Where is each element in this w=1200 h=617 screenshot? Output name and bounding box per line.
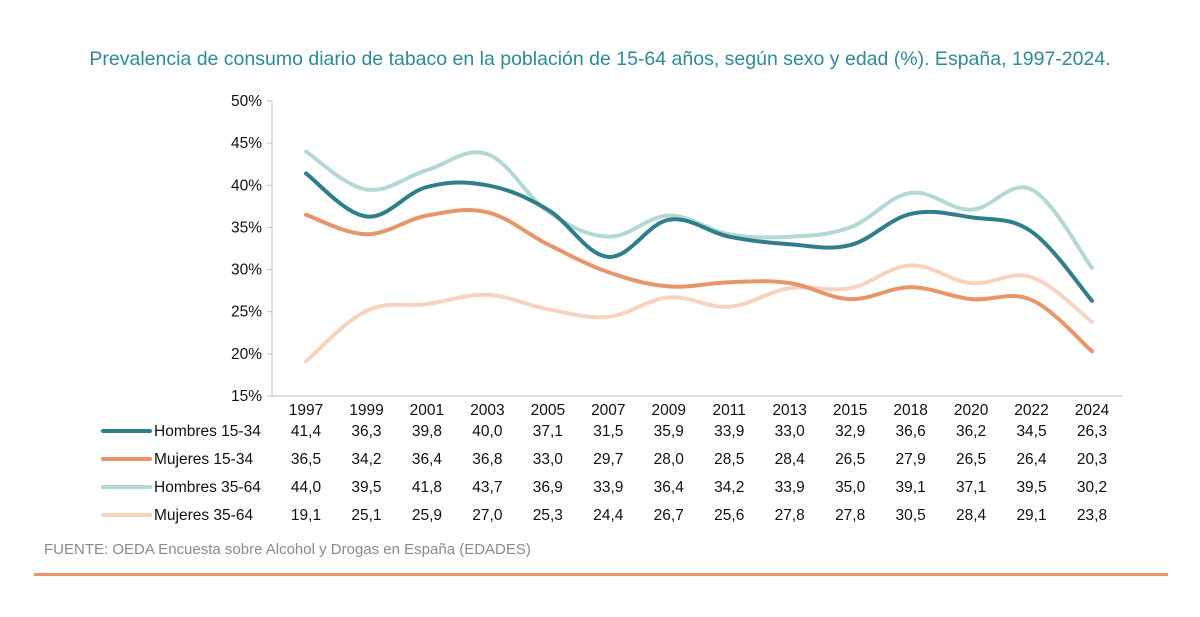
data-cell: 34,5	[1016, 423, 1046, 440]
data-cell: 28,0	[654, 451, 685, 468]
footer-divider	[34, 573, 1168, 576]
data-cell: 33,0	[775, 423, 806, 440]
x-tick-label: 2003	[470, 402, 504, 419]
y-tick-label: 30%	[231, 262, 262, 279]
x-tick-label: 2001	[410, 402, 444, 419]
data-table: Hombres 15-34 41,4 36,3 39,8 40,0 37,1 31,5 35,…	[101, 423, 1107, 524]
data-cell: 26,7	[654, 507, 684, 524]
x-tick-label: 2009	[652, 402, 686, 419]
data-cell: 33,9	[714, 423, 744, 440]
data-cell: 26,4	[1016, 451, 1047, 468]
x-tick-label: 1999	[349, 402, 383, 419]
data-cell: 36,2	[956, 423, 986, 440]
data-cell: 19,1	[291, 507, 321, 524]
data-cell: 36,6	[896, 423, 926, 440]
data-cell: 39,1	[896, 479, 926, 496]
x-tick-label: 2024	[1075, 402, 1110, 419]
x-tick-label: 2018	[893, 402, 927, 419]
x-tick-label: 2007	[591, 402, 625, 419]
series-line-mujeres-35-64	[304, 263, 1094, 364]
data-cell: 36,4	[654, 479, 685, 496]
chart-title: Prevalencia de consumo diario de tabaco …	[89, 48, 1111, 70]
x-tick-label: 2005	[531, 402, 565, 419]
y-tick-label: 45%	[231, 135, 262, 152]
data-cell: 34,2	[351, 451, 381, 468]
x-tick-label: 2013	[772, 402, 806, 419]
data-cell: 27,0	[472, 507, 503, 524]
data-cell: 39,5	[1016, 479, 1046, 496]
x-tick-label: 1997	[289, 402, 323, 419]
y-tick-label: 20%	[231, 346, 262, 363]
legend-label-mujeres-15-34: Mujeres 15-34	[154, 451, 253, 468]
data-cell: 41,8	[412, 479, 442, 496]
data-cell: 24,4	[593, 507, 624, 524]
data-cell: 44,0	[291, 479, 322, 496]
data-cell: 37,1	[533, 423, 563, 440]
data-cell: 27,9	[896, 451, 926, 468]
data-cell: 33,0	[533, 451, 564, 468]
data-cell: 26,5	[835, 451, 865, 468]
data-cell: 41,4	[291, 423, 322, 440]
data-cell: 28,5	[714, 451, 744, 468]
data-cell: 36,5	[291, 451, 321, 468]
y-tick-label: 15%	[231, 388, 262, 405]
chart-axes: 15% 20% 25% 30% 35% 40% 45% 50% 1997 1999 2001 2003…	[231, 93, 1122, 419]
data-cell: 26,5	[956, 451, 986, 468]
x-tick-label: 2020	[954, 402, 989, 419]
data-cell: 25,9	[412, 507, 442, 524]
data-cell: 30,2	[1077, 479, 1107, 496]
y-tick-label: 40%	[231, 177, 262, 194]
data-cell: 20,3	[1077, 451, 1107, 468]
data-cell: 35,0	[835, 479, 866, 496]
legend-label-mujeres-35-64: Mujeres 35-64	[154, 507, 253, 524]
x-tick-label: 2011	[713, 402, 746, 419]
data-cell: 28,4	[775, 451, 806, 468]
data-cell: 25,6	[714, 507, 744, 524]
data-cell: 23,8	[1077, 507, 1107, 524]
data-cell: 25,1	[351, 507, 381, 524]
data-cell: 36,9	[533, 479, 563, 496]
data-cell: 36,8	[472, 451, 502, 468]
data-cell: 36,4	[412, 451, 443, 468]
y-tick-label: 35%	[231, 219, 262, 236]
data-cell: 39,5	[351, 479, 381, 496]
data-cell: 25,3	[533, 507, 563, 524]
data-cell: 31,5	[593, 423, 623, 440]
data-cell: 39,8	[412, 423, 442, 440]
series-line-mujeres-15-34	[304, 208, 1094, 354]
y-tick-label: 50%	[231, 93, 262, 110]
y-tick-label: 25%	[231, 304, 262, 321]
legend-label-hombres-15-34: Hombres 15-34	[154, 423, 261, 440]
data-cell: 35,9	[654, 423, 684, 440]
data-cell: 26,3	[1077, 423, 1107, 440]
data-cell: 29,7	[593, 451, 623, 468]
source-note: FUENTE: OEDA Encuesta sobre Alcohol y Dr…	[44, 541, 531, 558]
data-cell: 33,9	[775, 479, 805, 496]
data-cell: 28,4	[956, 507, 987, 524]
series-line-hombres-35-64	[304, 149, 1094, 270]
data-cell: 40,0	[472, 423, 503, 440]
legend-label-hombres-35-64: Hombres 35-64	[154, 479, 261, 496]
data-cell: 33,9	[593, 479, 623, 496]
chart-lines	[304, 149, 1094, 364]
data-cell: 37,1	[956, 479, 986, 496]
data-cell: 30,5	[896, 507, 926, 524]
data-cell: 27,8	[835, 507, 865, 524]
x-tick-label: 2015	[833, 402, 867, 419]
data-cell: 34,2	[714, 479, 744, 496]
data-cell: 32,9	[835, 423, 865, 440]
data-cell: 27,8	[775, 507, 805, 524]
x-tick-label: 2022	[1014, 402, 1048, 419]
data-cell: 43,7	[472, 479, 502, 496]
data-cell: 29,1	[1016, 507, 1046, 524]
series-line-hombres-15-34	[304, 171, 1094, 303]
data-cell: 36,3	[351, 423, 381, 440]
